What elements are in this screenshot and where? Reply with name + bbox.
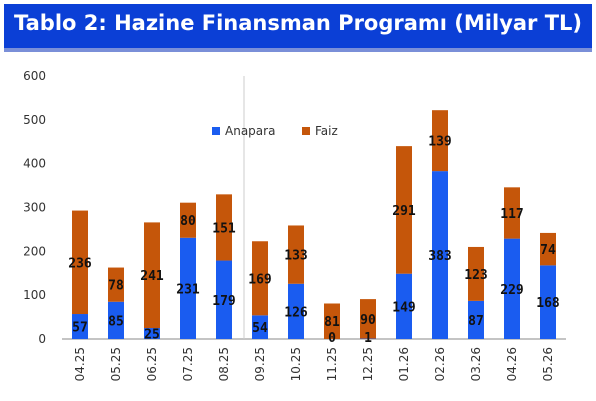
bar-faiz <box>360 299 376 339</box>
data-label-anapara: 229 <box>500 283 523 298</box>
y-tick-label: 0 <box>38 332 46 346</box>
bar-anapara <box>288 283 304 339</box>
data-label-faiz: 90 <box>360 313 376 328</box>
bar-faiz <box>396 146 412 274</box>
data-label-faiz: 74 <box>540 243 556 258</box>
bar-anapara <box>72 314 88 339</box>
bar-faiz <box>504 187 520 239</box>
data-label-anapara: 87 <box>468 314 484 329</box>
bar-faiz <box>216 194 232 261</box>
data-label-faiz: 80 <box>180 214 196 229</box>
bar-faiz <box>180 202 196 238</box>
x-tick-label: 05.25 <box>109 347 123 381</box>
data-label-anapara: 126 <box>284 305 308 320</box>
y-tick-label: 600 <box>23 69 46 83</box>
bar-anapara <box>108 301 124 339</box>
x-tick-label: 12.25 <box>361 347 375 381</box>
legend-label: Faiz <box>315 124 338 138</box>
data-label-anapara: 54 <box>252 321 268 336</box>
y-axis-ticks: 0 100 200 300 400 500 600 <box>23 69 46 346</box>
bar-anapara <box>144 328 160 339</box>
y-tick-label: 200 <box>23 244 46 258</box>
data-label-anapara: 1 <box>364 331 372 346</box>
x-tick-label: 11.25 <box>325 347 339 381</box>
x-tick-label: 07.25 <box>181 347 195 381</box>
bar-anapara <box>216 260 232 339</box>
x-tick-label: 06.25 <box>145 347 159 381</box>
bar-faiz <box>252 241 268 316</box>
x-tick-label: 08.25 <box>217 347 231 381</box>
bar-anapara <box>468 300 484 339</box>
bar-faiz <box>144 222 160 329</box>
page-title: Tablo 2: Hazine Finansman Programı (Mily… <box>14 11 583 35</box>
data-label-faiz: 133 <box>284 249 307 264</box>
data-label-anapara: 383 <box>428 249 451 264</box>
legend-label: Anapara <box>225 124 275 138</box>
data-label-faiz: 117 <box>500 207 523 222</box>
x-tick-label: 05.26 <box>541 347 555 381</box>
y-tick-label: 100 <box>23 288 46 302</box>
x-tick-label: 04.26 <box>505 347 519 381</box>
legend-swatch <box>302 127 310 135</box>
x-tick-label: 03.26 <box>469 347 483 381</box>
y-tick-label: 300 <box>23 201 46 215</box>
data-label-anapara: 149 <box>392 300 415 315</box>
data-label-faiz: 151 <box>212 221 236 236</box>
data-label-faiz: 241 <box>140 269 164 284</box>
legend-swatch <box>212 127 220 135</box>
data-label-faiz: 81 <box>324 315 340 330</box>
bar-anapara <box>540 265 556 339</box>
data-label-faiz: 78 <box>108 279 124 294</box>
bar-faiz <box>540 232 556 266</box>
bar-faiz <box>72 210 88 315</box>
data-label-anapara: 85 <box>108 314 124 329</box>
title-bar: Tablo 2: Hazine Finansman Programı (Mily… <box>4 4 592 48</box>
x-tick-label: 10.25 <box>289 347 303 381</box>
x-tick-label: 04.25 <box>73 347 87 381</box>
bar-faiz <box>324 303 340 339</box>
x-tick-label: 02.26 <box>433 347 447 381</box>
data-label-faiz: 123 <box>464 268 487 283</box>
bar-faiz <box>432 110 448 172</box>
bar-anapara <box>396 273 412 339</box>
x-tick-label: 01.26 <box>397 347 411 381</box>
x-axis-ticks: 04.25 05.25 06.25 07.25 08.25 09.25 10.25 11.25… <box>73 347 555 381</box>
legend: Anapara Faiz <box>212 124 338 138</box>
bar-faiz <box>288 225 304 284</box>
data-label-anapara: 0 <box>328 331 336 346</box>
bar-faiz <box>468 246 484 301</box>
data-label-anapara: 57 <box>72 321 88 336</box>
data-labels: 57 236 85 78 25 241 231 80 179 151 54 169 126 133 081 1… <box>68 135 560 346</box>
data-label-anapara: 25 <box>144 328 160 343</box>
bar-anapara <box>180 237 196 339</box>
data-label-anapara: 168 <box>536 296 560 311</box>
bar-faiz <box>108 267 124 302</box>
bar-anapara <box>252 315 268 339</box>
data-label-faiz: 236 <box>68 256 92 271</box>
data-label-faiz: 139 <box>428 135 451 150</box>
bars <box>72 110 556 339</box>
bar-anapara <box>432 171 448 339</box>
data-label-anapara: 179 <box>212 294 235 309</box>
data-label-anapara: 231 <box>176 282 200 297</box>
data-label-faiz: 291 <box>392 204 416 219</box>
y-tick-label: 400 <box>23 157 46 171</box>
x-tick-label: 09.25 <box>253 347 267 381</box>
data-label-faiz: 169 <box>248 272 271 287</box>
bar-anapara <box>504 238 520 339</box>
y-tick-label: 500 <box>23 113 46 127</box>
